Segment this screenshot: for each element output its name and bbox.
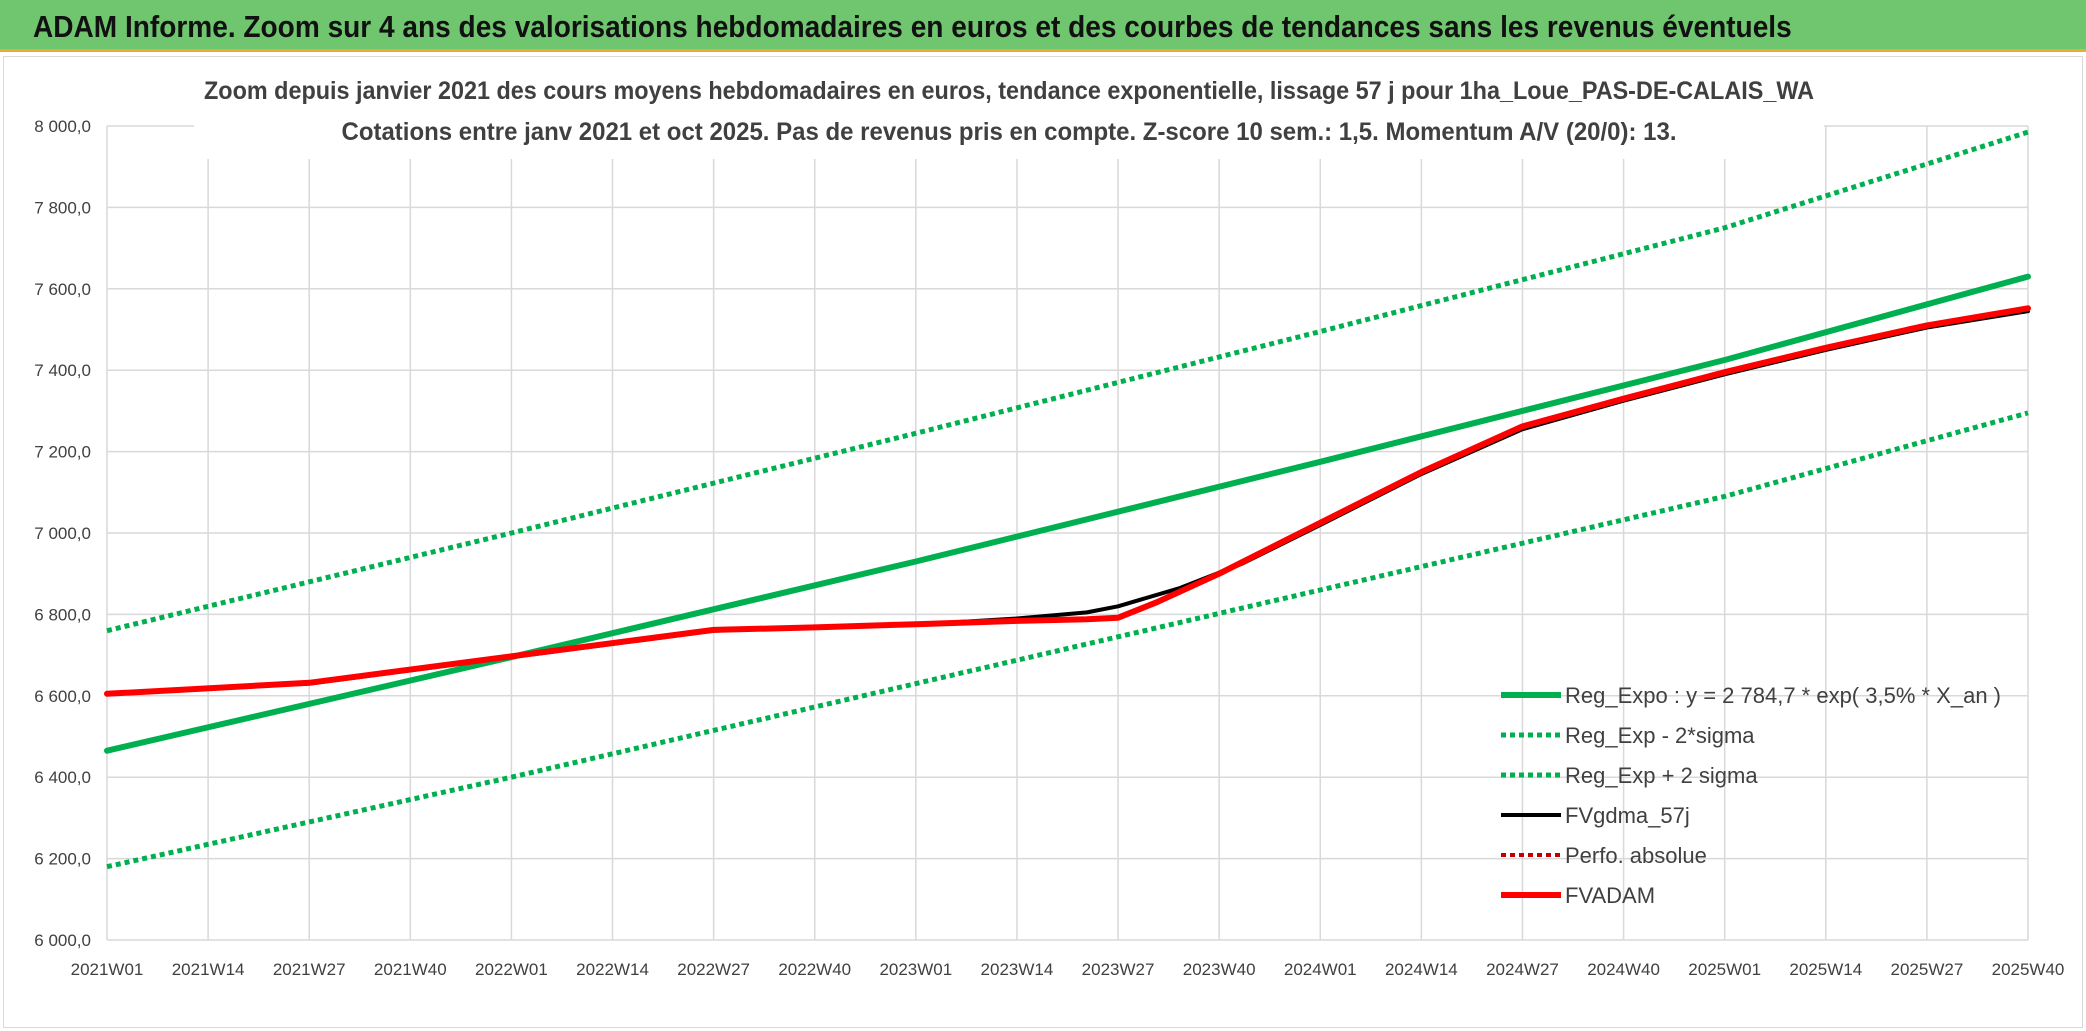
x-tick-label: 2023W14 bbox=[981, 960, 1054, 979]
chart-subtitle-line: Cotations entre janv 2021 et oct 2025. P… bbox=[342, 118, 1677, 146]
x-tick-label: 2024W40 bbox=[1587, 960, 1660, 979]
legend-label: FVgdma_57j bbox=[1565, 803, 1690, 828]
line-chart: 6 000,0 6 200,0 6 400,0 6 600,0 6 800,0 7 000… bbox=[34, 59, 2064, 979]
data-series bbox=[104, 129, 2031, 870]
y-tick-label: 6 600,0 bbox=[34, 687, 91, 706]
y-tick-label: 6 400,0 bbox=[34, 768, 91, 787]
legend-item[interactable]: FVADAM bbox=[1501, 883, 1655, 908]
x-tick-label: 2023W01 bbox=[879, 960, 952, 979]
y-tick-label: 7 200,0 bbox=[34, 443, 91, 462]
chart-subtitle-line: Zoom depuis janvier 2021 des cours moyen… bbox=[204, 77, 1814, 105]
x-tick-label: 2024W27 bbox=[1486, 960, 1559, 979]
x-tick-label: 2025W40 bbox=[1992, 960, 2065, 979]
chart-frame: 6 000,0 6 200,0 6 400,0 6 600,0 6 800,0 7 000… bbox=[3, 56, 2083, 1028]
x-tick-label: 2023W27 bbox=[1082, 960, 1155, 979]
legend-item[interactable]: Reg_Exp - 2*sigma bbox=[1501, 723, 1755, 748]
y-tick-label: 7 800,0 bbox=[34, 198, 91, 217]
y-tick-label: 6 200,0 bbox=[34, 850, 91, 869]
x-tick-label: 2021W14 bbox=[172, 960, 245, 979]
x-tick-label: 2023W40 bbox=[1183, 960, 1256, 979]
x-tick-label: 2024W01 bbox=[1284, 960, 1357, 979]
y-tick-label: 7 600,0 bbox=[34, 280, 91, 299]
x-tick-label: 2022W01 bbox=[475, 960, 548, 979]
legend-item[interactable]: Reg_Exp + 2 sigma bbox=[1501, 763, 1758, 788]
y-tick-label: 6 800,0 bbox=[34, 605, 91, 624]
x-tick-label: 2021W01 bbox=[71, 960, 144, 979]
series-line-6 bbox=[104, 305, 2031, 697]
x-tick-label: 2021W27 bbox=[273, 960, 346, 979]
gridlines bbox=[106, 125, 2029, 941]
legend-label: Reg_Exp - 2*sigma bbox=[1565, 723, 1755, 748]
legend-item[interactable]: Perfo. absolue bbox=[1501, 843, 1707, 868]
legend-label: Reg_Exp + 2 sigma bbox=[1565, 763, 1758, 788]
series-line-2 bbox=[106, 410, 2029, 870]
report-banner: ADAM Informe. Zoom sur 4 ans des valoris… bbox=[0, 0, 2086, 52]
x-tick-label: 2022W14 bbox=[576, 960, 649, 979]
x-tick-label: 2025W27 bbox=[1891, 960, 1964, 979]
y-tick-label: 6 000,0 bbox=[34, 931, 91, 950]
x-tick-label: 2024W14 bbox=[1385, 960, 1458, 979]
legend-item[interactable]: FVgdma_57j bbox=[1501, 803, 1690, 828]
legend-item[interactable]: Reg_Expo : y = 2 784,7 * exp( 3,5% * X_a… bbox=[1501, 683, 2001, 708]
x-tick-label: 2022W27 bbox=[677, 960, 750, 979]
x-tick-label: 2025W01 bbox=[1688, 960, 1761, 979]
legend-label: Reg_Expo : y = 2 784,7 * exp( 3,5% * X_a… bbox=[1565, 683, 2001, 708]
legend-label: FVADAM bbox=[1565, 883, 1655, 908]
legend[interactable]: Reg_Expo : y = 2 784,7 * exp( 3,5% * X_a… bbox=[1501, 683, 2001, 908]
x-tick-label: 2025W14 bbox=[1789, 960, 1862, 979]
chart-title: Zoom depuis janvier 2021 des cours moyen… bbox=[194, 59, 1824, 159]
legend-label: Perfo. absolue bbox=[1565, 843, 1707, 868]
x-tick-label: 2022W40 bbox=[778, 960, 851, 979]
series-line-1 bbox=[104, 273, 2031, 754]
y-tick-label: 7 000,0 bbox=[34, 524, 91, 543]
y-tick-label: 7 400,0 bbox=[34, 361, 91, 380]
chart-title-background bbox=[194, 59, 1824, 159]
axes: 6 000,0 6 200,0 6 400,0 6 600,0 6 800,0 7 000… bbox=[34, 117, 2064, 979]
y-tick-label: 8 000,0 bbox=[34, 117, 91, 136]
series-line-3 bbox=[106, 129, 2029, 634]
report-title: ADAM Informe. Zoom sur 4 ans des valoris… bbox=[33, 9, 1792, 44]
x-tick-label: 2021W40 bbox=[374, 960, 447, 979]
